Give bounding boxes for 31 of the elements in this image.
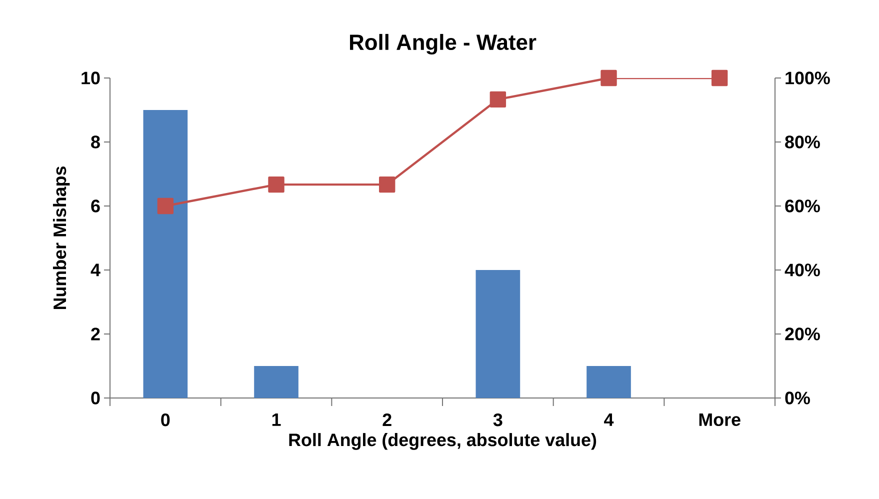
y2-tick-label: 60% [785, 200, 820, 212]
bar [476, 270, 520, 398]
x-tick-label: 2 [382, 413, 392, 426]
bar [143, 110, 188, 398]
point [378, 176, 396, 193]
y-tick-label: 10 [82, 72, 100, 84]
y-tick-label: 8 [91, 136, 100, 148]
y2-tick-label: 100% [786, 72, 830, 84]
y2-tick-label: 0% [785, 392, 810, 404]
point [600, 70, 617, 86]
y-tick-label: 0 [91, 392, 100, 404]
y-tick-label: 4 [90, 264, 100, 276]
point [490, 91, 506, 108]
y-tick-label: 2 [91, 328, 100, 340]
bar [254, 366, 298, 398]
y2-tick-label: 80% [785, 136, 820, 148]
x-tick-label: 0 [161, 413, 170, 426]
point [711, 70, 728, 86]
point [268, 176, 284, 193]
point [157, 198, 174, 214]
y-tick-label: 6 [91, 200, 100, 212]
y2-tick-label: 40% [784, 264, 820, 276]
x-tick-label: 3 [493, 413, 502, 426]
x-tick-label: 4 [604, 414, 614, 426]
x-tick-label: 1 [272, 414, 281, 426]
y-axis-title: Number Mishaps [52, 166, 70, 310]
x-axis-title: Roll Angle (degrees, absolute value) [289, 433, 596, 450]
chart-title: Roll Angle - Water [350, 34, 536, 54]
x-tick-label: More [699, 414, 740, 426]
y2-tick-label: 20% [785, 328, 820, 340]
bar [586, 366, 631, 398]
